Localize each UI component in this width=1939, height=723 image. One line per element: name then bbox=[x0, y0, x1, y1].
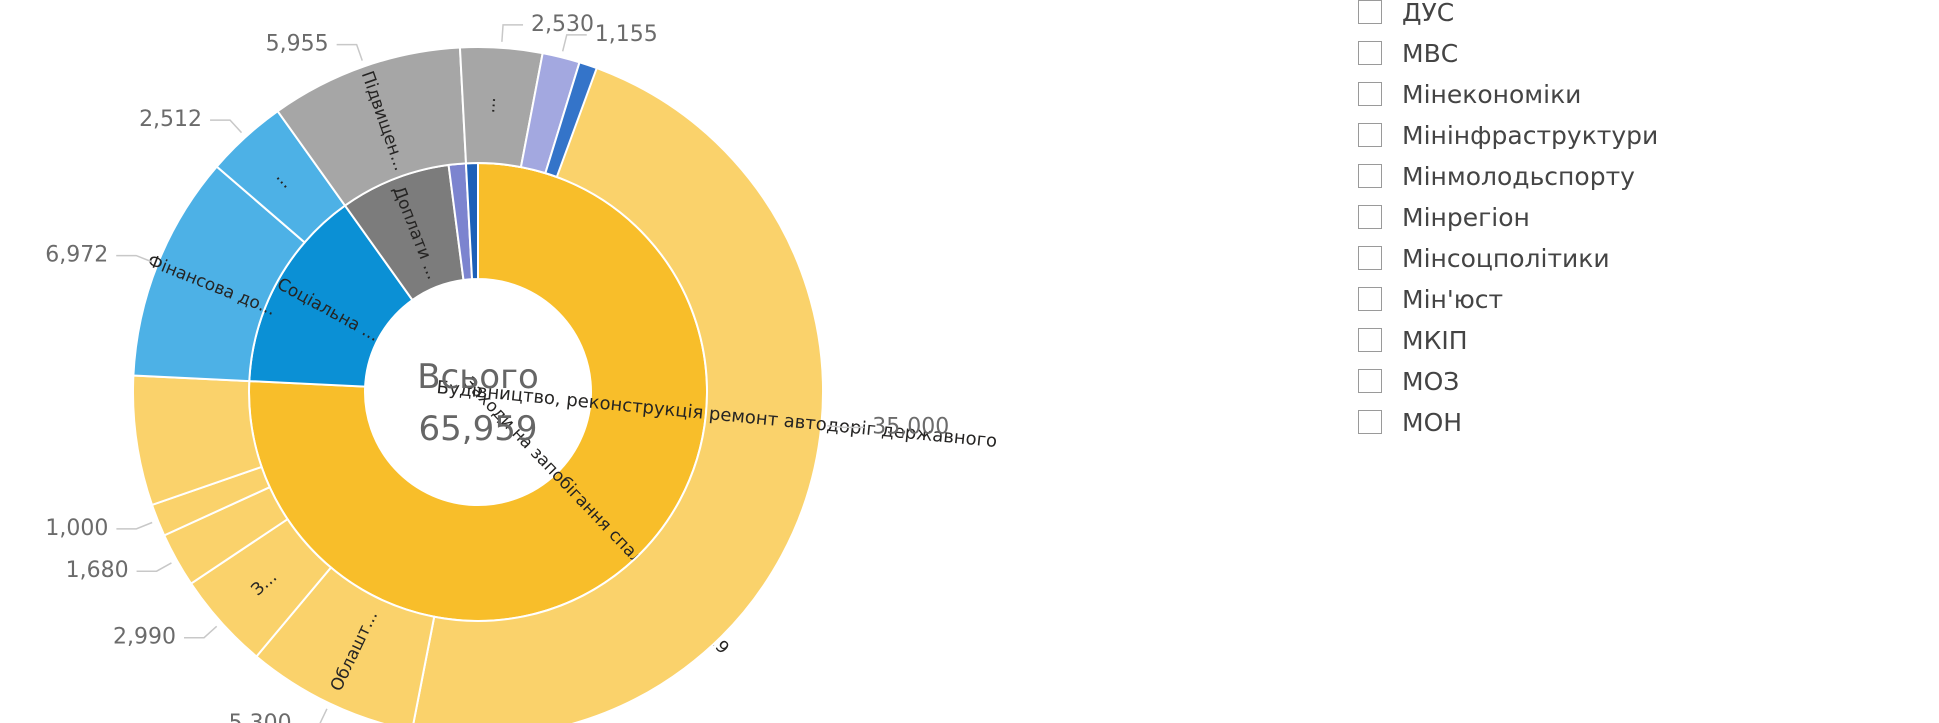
legend-checkbox[interactable] bbox=[1358, 205, 1382, 229]
sunburst-chart: Заходи на запобігання спалахів COVID-19 С… bbox=[45, 12, 1000, 723]
leader-line bbox=[827, 424, 865, 429]
value-label: 1,680 bbox=[66, 558, 129, 583]
legend-item[interactable]: МОЗ bbox=[1358, 366, 1459, 396]
legend-checkbox[interactable] bbox=[1358, 0, 1382, 24]
legend-checkbox[interactable] bbox=[1358, 164, 1382, 188]
value-label: 35,000 bbox=[872, 414, 949, 439]
legend-checkbox[interactable] bbox=[1358, 123, 1382, 147]
legend-checkbox[interactable] bbox=[1358, 328, 1382, 352]
legend-item[interactable]: Мінсоцполітики bbox=[1358, 243, 1610, 273]
value-label: 5,300 bbox=[229, 711, 292, 723]
outer-segment[interactable] bbox=[544, 61, 599, 179]
legend-item[interactable]: Мінрегіон bbox=[1358, 202, 1530, 232]
external-labels: 35,000 5,300 2,990 1,680 1,000 6,972 2,512 5,95… bbox=[45, 12, 949, 723]
leader-line bbox=[561, 34, 587, 52]
legend-label: МВС bbox=[1402, 38, 1459, 68]
legend-label: МКІП bbox=[1402, 325, 1468, 355]
legend-item[interactable]: МКІП bbox=[1358, 325, 1468, 355]
sunburst-svg: Заходи на запобігання спалахів COVID-19С… bbox=[45, 12, 1000, 723]
leader-line bbox=[116, 254, 153, 263]
outer-segment[interactable] bbox=[412, 45, 824, 723]
value-label: 5,955 bbox=[266, 32, 329, 57]
leader-line bbox=[136, 562, 172, 572]
value-label: 2,530 bbox=[531, 12, 594, 37]
legend-label: Мінсоцполітики bbox=[1402, 243, 1610, 273]
legend-checkbox[interactable] bbox=[1358, 410, 1382, 434]
center-title: Всього bbox=[417, 357, 539, 397]
legend-label: МОЗ bbox=[1402, 366, 1460, 396]
leader-line bbox=[501, 24, 524, 42]
legend-label: Мінекономіки bbox=[1402, 79, 1582, 109]
legend-label: Мін'юст bbox=[1402, 284, 1504, 314]
legend-checkbox[interactable] bbox=[1358, 369, 1382, 393]
value-label: 1,000 bbox=[45, 516, 108, 541]
legend-item[interactable]: Мінінфраструктури bbox=[1358, 120, 1658, 150]
legend-checkbox[interactable] bbox=[1358, 246, 1382, 270]
legend-item[interactable]: МОН bbox=[1358, 407, 1462, 437]
legend-item[interactable]: МВС bbox=[1358, 38, 1458, 68]
outer-segment-label: ... bbox=[487, 97, 508, 115]
legend-item[interactable]: Мін'юст bbox=[1358, 284, 1503, 314]
legend-label: Мінінфраструктури bbox=[1402, 120, 1659, 150]
legend-checkbox[interactable] bbox=[1358, 41, 1382, 65]
value-label: 1,155 bbox=[595, 22, 658, 47]
leader-line bbox=[319, 708, 328, 723]
leader-line bbox=[184, 625, 218, 639]
legend-item[interactable]: ДУС bbox=[1358, 0, 1454, 27]
leader-line bbox=[210, 119, 243, 134]
legend-label: МОН bbox=[1402, 407, 1463, 437]
center-total: 65,959 bbox=[419, 409, 538, 449]
value-label: 2,512 bbox=[139, 107, 202, 132]
legend-checkbox[interactable] bbox=[1358, 82, 1382, 106]
legend-label: Мінмолодьспорту bbox=[1402, 161, 1635, 191]
legend-item[interactable]: Мінекономіки bbox=[1358, 79, 1581, 109]
legend-label: Мінрегіон bbox=[1402, 202, 1530, 232]
value-label: 2,990 bbox=[113, 625, 176, 650]
legend-label: ДУС bbox=[1402, 0, 1455, 27]
leader-line bbox=[336, 43, 363, 61]
leader-line bbox=[116, 521, 153, 530]
legend-checkbox[interactable] bbox=[1358, 287, 1382, 311]
value-label: 6,972 bbox=[45, 243, 108, 268]
legend-item[interactable]: Мінмолодьспорту bbox=[1358, 161, 1635, 191]
